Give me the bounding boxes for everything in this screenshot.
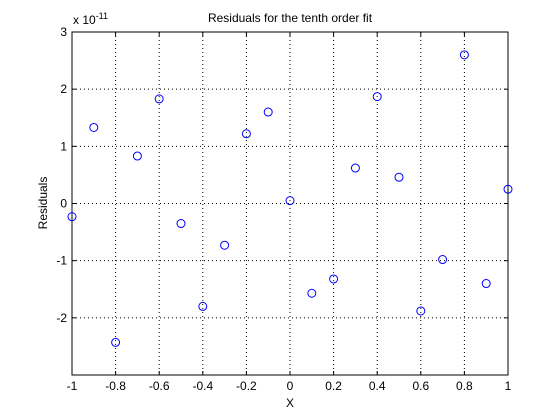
data-points	[67, 50, 513, 347]
data-point	[89, 122, 99, 132]
data-point	[350, 163, 360, 173]
data-point	[241, 129, 251, 139]
data-point	[459, 50, 469, 60]
data-point	[416, 306, 426, 316]
data-point	[111, 337, 121, 347]
x-tick-label: 0.6	[412, 379, 429, 393]
x-axis-label: X	[286, 396, 294, 410]
x-tick-label: 0.4	[369, 379, 386, 393]
data-point	[220, 240, 230, 250]
x-tick-labels: -1 -0.8 -0.6 -0.4 -0.2 0 0.2 0.4 0.6 0.8 1	[67, 379, 512, 393]
x-tick-label: 1	[505, 379, 512, 393]
x-tick-label: -0.2	[236, 379, 257, 393]
y-tick-label: 2	[60, 82, 67, 96]
plot-frame	[71, 31, 509, 376]
data-point	[438, 255, 448, 265]
data-point	[503, 184, 513, 194]
data-point	[394, 172, 404, 182]
data-point	[198, 301, 208, 311]
data-point	[154, 94, 164, 104]
exponent-base: x 10	[73, 13, 96, 27]
data-point	[285, 196, 295, 206]
plot-area	[72, 32, 508, 375]
x-tick-label: 0	[287, 379, 294, 393]
y-tick-label: 0	[60, 197, 67, 211]
y-tick-label: 3	[60, 25, 67, 39]
x-tick-label: -1	[67, 379, 78, 393]
data-point	[132, 151, 142, 161]
y-axis-label: Residuals	[36, 177, 50, 230]
chart-title: Residuals for the tenth order fit	[208, 11, 373, 25]
data-point	[329, 274, 339, 284]
data-point	[263, 107, 273, 117]
x-tick-label: -0.8	[105, 379, 126, 393]
data-point	[372, 92, 382, 102]
x-tick-label: 0.8	[456, 379, 473, 393]
x-tick-label: -0.4	[192, 379, 213, 393]
data-point	[307, 288, 317, 298]
data-point	[176, 219, 186, 229]
x-tick-label: -0.6	[149, 379, 170, 393]
y-tick-label: -1	[56, 254, 67, 268]
data-point	[67, 212, 77, 222]
grid-lines	[72, 32, 508, 375]
data-point	[481, 279, 491, 289]
exponent-label: x 10-11	[73, 11, 108, 27]
y-tick-label: 1	[60, 139, 67, 153]
y-tick-label: -2	[56, 311, 67, 325]
exponent-power: -11	[96, 11, 108, 21]
y-tick-labels: -2 -1 0 1 2 3	[56, 25, 67, 325]
x-tick-label: 0.2	[325, 379, 342, 393]
